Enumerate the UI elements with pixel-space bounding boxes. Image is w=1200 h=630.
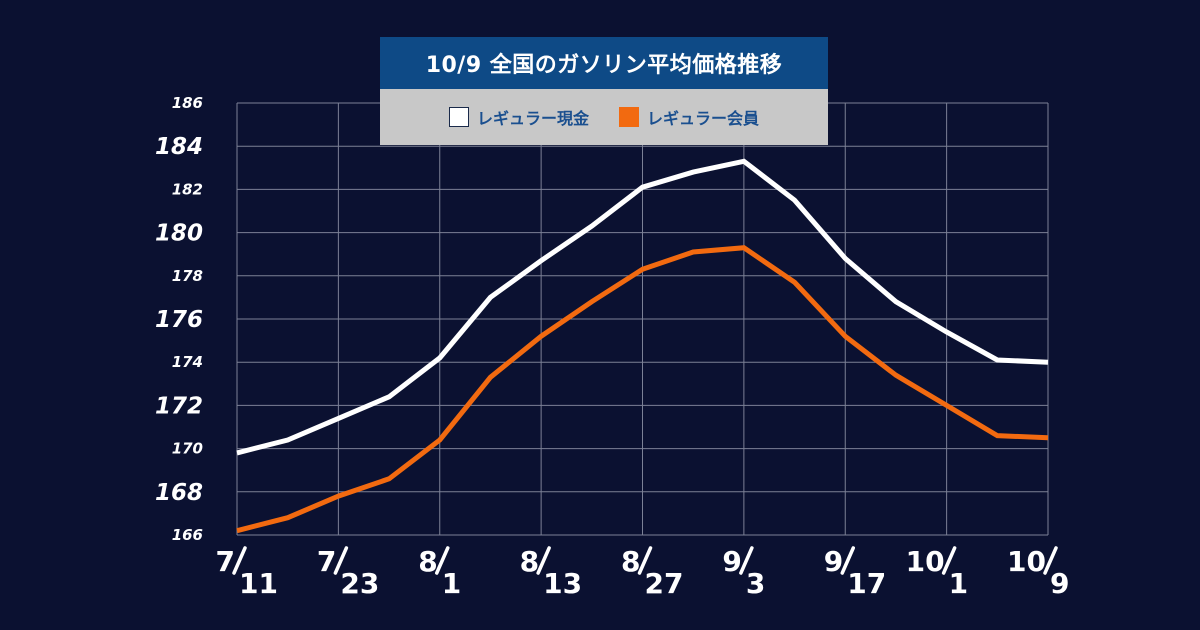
x-tick-numerator: 7 [317,545,336,578]
x-tick-slash [435,546,450,575]
legend-swatch-member [619,107,639,127]
x-tick-denominator: 3 [746,567,765,600]
x-tick-label: 917 [824,545,886,600]
y-tick-label: 182 [172,180,203,198]
y-tick-label: 174 [172,353,203,371]
y-tick-label: 186 [172,94,203,112]
x-tick-numerator: 7 [216,545,235,578]
x-tick-denominator: 1 [949,567,968,600]
series-layer [236,158,1049,534]
x-tick-label: 723 [317,545,379,600]
y-tick-label: 180 [155,221,203,247]
x-tick-label: 109 [1007,545,1069,600]
x-tick-denominator: 13 [543,567,582,600]
x-tick-slash [1043,546,1058,575]
x-tick-denominator: 23 [340,567,379,600]
x-tick-label: 711 [216,545,278,600]
x-tick-numerator: 8 [520,545,539,578]
y-tick-label: 170 [172,440,203,458]
series-line-member [236,245,1049,534]
x-tick-label: 101 [906,545,968,600]
x-tick-numerator: 8 [418,545,437,578]
x-tick-denominator: 1 [442,567,461,600]
x-tick-denominator: 27 [645,567,684,600]
x-tick-denominator: 17 [847,567,886,600]
x-tick-numerator: 8 [621,545,640,578]
legend-label-cash: レギュラー現金 [476,109,589,128]
x-tick-slash [637,546,653,575]
x-tick-slash [840,546,855,575]
x-tick-denominator: 9 [1050,567,1069,600]
x-tick-slash [941,546,957,575]
y-axis: 166 168 170 172 174 176 178 180 182 184 186 [155,94,203,544]
x-tick-denominator: 11 [239,567,278,600]
y-tick-label: 172 [155,393,203,419]
legend-item-cash: レギュラー現金 [448,105,589,129]
y-tick-label: 166 [172,526,203,544]
chart-grid [236,102,1049,536]
x-tick-label: 827 [621,545,683,600]
chart-title: 10/9 全国のガソリン平均価格推移 [380,37,828,89]
y-tick-label: 178 [172,267,203,285]
y-tick-label: 176 [155,307,203,333]
series-line-cash [236,158,1049,456]
x-tick-slash [739,546,754,575]
x-tick-label: 93 [722,545,765,600]
legend-label-member: レギュラー会員 [647,109,760,128]
x-tick-slash [232,546,247,575]
x-tick-label: 813 [520,545,582,600]
legend-swatch-cash [448,107,469,127]
x-tick-numerator: 10 [906,545,945,578]
legend-item-member: レギュラー会員 [619,105,759,129]
y-tick-label: 168 [155,480,203,506]
x-tick-slash [536,546,551,575]
x-tick-numerator: 10 [1007,545,1046,578]
x-tick-numerator: 9 [722,545,741,578]
legend: レギュラー現金 レギュラー会員 [380,89,828,145]
x-tick-label: 81 [418,545,461,600]
x-tick-slash [333,546,349,575]
y-tick-label: 184 [155,134,203,160]
x-tick-numerator: 9 [824,545,843,578]
